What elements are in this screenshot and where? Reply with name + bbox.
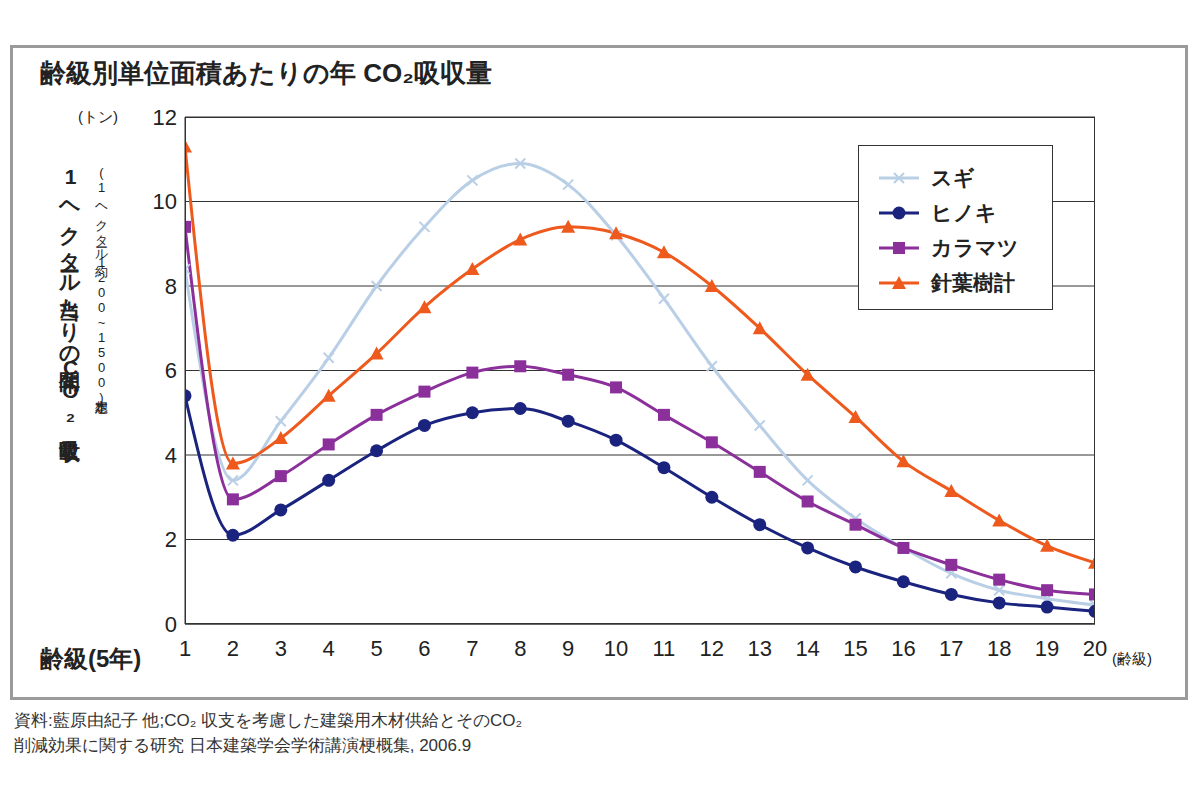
- svg-text:18: 18: [987, 636, 1011, 661]
- svg-text:20: 20: [1083, 636, 1107, 661]
- svg-text:4: 4: [323, 636, 335, 661]
- svg-text:17: 17: [939, 636, 963, 661]
- svg-text:6: 6: [165, 358, 177, 383]
- html-text:齢級別単位面積あたりの年 CO₂吸収量: 齢級別単位面積あたりの年 CO₂吸収量: [40, 58, 492, 88]
- svg-text:7: 7: [466, 636, 478, 661]
- svg-text:13: 13: [747, 636, 771, 661]
- html-text:スギ: スギ: [931, 165, 975, 189]
- svg-text:12: 12: [700, 636, 724, 661]
- html-text:針葉樹計: 針葉樹計: [931, 270, 1015, 294]
- svg-text:3: 3: [275, 636, 287, 661]
- svg-text:0: 0: [165, 612, 177, 637]
- svg-text:12: 12: [153, 105, 177, 130]
- svg-text:11: 11: [653, 636, 676, 661]
- svg-text:1: 1: [179, 636, 191, 661]
- svg-text:9: 9: [562, 636, 574, 661]
- svg-text:2: 2: [165, 527, 177, 552]
- svg-text:5: 5: [370, 636, 382, 661]
- svg-text:15: 15: [843, 636, 867, 661]
- svg-text:10: 10: [153, 189, 177, 214]
- html-text:資料:藍原由紀子 他;CO₂ 収支を考慮した建築用木材供給と: 資料:藍原由紀子 他;CO₂ 収支を考慮した建築用木材供給とそのCO₂: [14, 711, 523, 730]
- html-text:(1ヘクタール約1200~1500本想定): (1ヘクタール約1200~1500本想定): [94, 165, 109, 405]
- svg-text:4: 4: [165, 443, 177, 468]
- svg-text:2: 2: [227, 636, 239, 661]
- svg-text:6: 6: [418, 636, 430, 661]
- html-text:削減効果に関する研究 日本建築学会学術講演梗概集, 2006: 削減効果に関する研究 日本建築学会学術講演梗概集, 2006.9: [14, 736, 472, 755]
- svg-text:8: 8: [165, 274, 177, 299]
- html-text:(齢級): (齢級): [1112, 650, 1152, 667]
- svg-text:14: 14: [795, 636, 819, 661]
- svg-text:10: 10: [604, 636, 628, 661]
- html-text:カラマツ: カラマツ: [931, 235, 1019, 259]
- html-text:齢級(5年): 齢級(5年): [40, 645, 142, 672]
- svg-text:8: 8: [514, 636, 526, 661]
- html-text:(トン): (トン): [78, 108, 118, 125]
- svg-text:19: 19: [1035, 636, 1059, 661]
- svg-text:16: 16: [891, 636, 915, 661]
- html-text:1ヘクタール当たりの年間CO₂吸収量: 1ヘクタール当たりの年間CO₂吸収量: [59, 165, 82, 425]
- html-text:ヒノキ: ヒノキ: [931, 200, 997, 224]
